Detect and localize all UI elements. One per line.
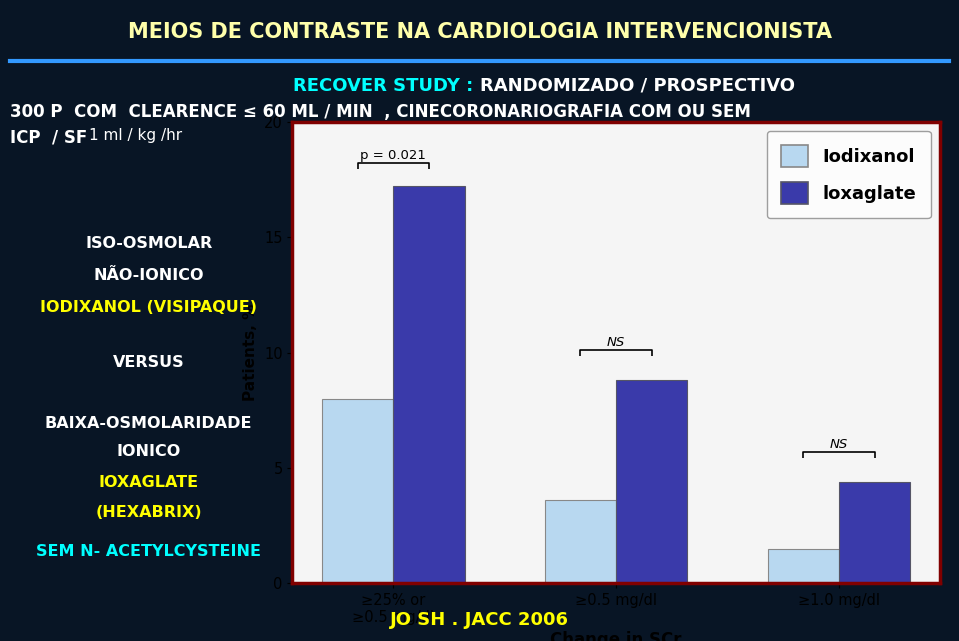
Text: ICP  / SF: ICP / SF — [10, 128, 93, 146]
Text: RECOVER STUDY :: RECOVER STUDY : — [293, 77, 480, 95]
X-axis label: Change in SCr: Change in SCr — [550, 631, 682, 641]
Text: (HEXABRIX): (HEXABRIX) — [95, 505, 202, 520]
Text: 300 P  COM  CLEARENCE ≤ 60 ML / MIN  , CINECORONARIOGRAFIA COM OU SEM: 300 P COM CLEARENCE ≤ 60 ML / MIN , CINE… — [10, 103, 751, 121]
Legend: Iodixanol, loxaglate: Iodixanol, loxaglate — [766, 131, 931, 218]
Text: MEIOS DE CONTRASTE NA CARDIOLOGIA INTERVENCIONISTA: MEIOS DE CONTRASTE NA CARDIOLOGIA INTERV… — [128, 22, 831, 42]
Text: IONICO: IONICO — [117, 444, 180, 460]
Y-axis label: Patients, %: Patients, % — [244, 304, 259, 401]
Bar — [545, 500, 617, 583]
Bar — [617, 380, 688, 583]
Text: IOXAGLATE: IOXAGLATE — [99, 474, 199, 490]
Text: SEM N- ACETYLCYSTEINE: SEM N- ACETYLCYSTEINE — [36, 544, 261, 559]
Text: ISO-OSMOLAR: ISO-OSMOLAR — [85, 236, 212, 251]
Text: NS: NS — [607, 336, 625, 349]
Text: IODIXANOL (VISIPAQUE): IODIXANOL (VISIPAQUE) — [40, 300, 257, 315]
Bar — [839, 482, 910, 583]
Bar — [393, 187, 464, 583]
Text: JO SH . JACC 2006: JO SH . JACC 2006 — [390, 612, 569, 629]
Text: RANDOMIZADO / PROSPECTIVO: RANDOMIZADO / PROSPECTIVO — [480, 77, 794, 95]
Text: 1 ml / kg /hr: 1 ml / kg /hr — [89, 128, 182, 143]
Text: NS: NS — [830, 438, 848, 451]
Bar — [768, 549, 839, 583]
Text: VERSUS: VERSUS — [113, 354, 184, 370]
Text: BAIXA-OSMOLARIDADE: BAIXA-OSMOLARIDADE — [45, 415, 252, 431]
Text: NÃO-IONICO: NÃO-IONICO — [93, 268, 204, 283]
Bar — [322, 399, 393, 583]
Text: p = 0.021: p = 0.021 — [361, 149, 426, 162]
